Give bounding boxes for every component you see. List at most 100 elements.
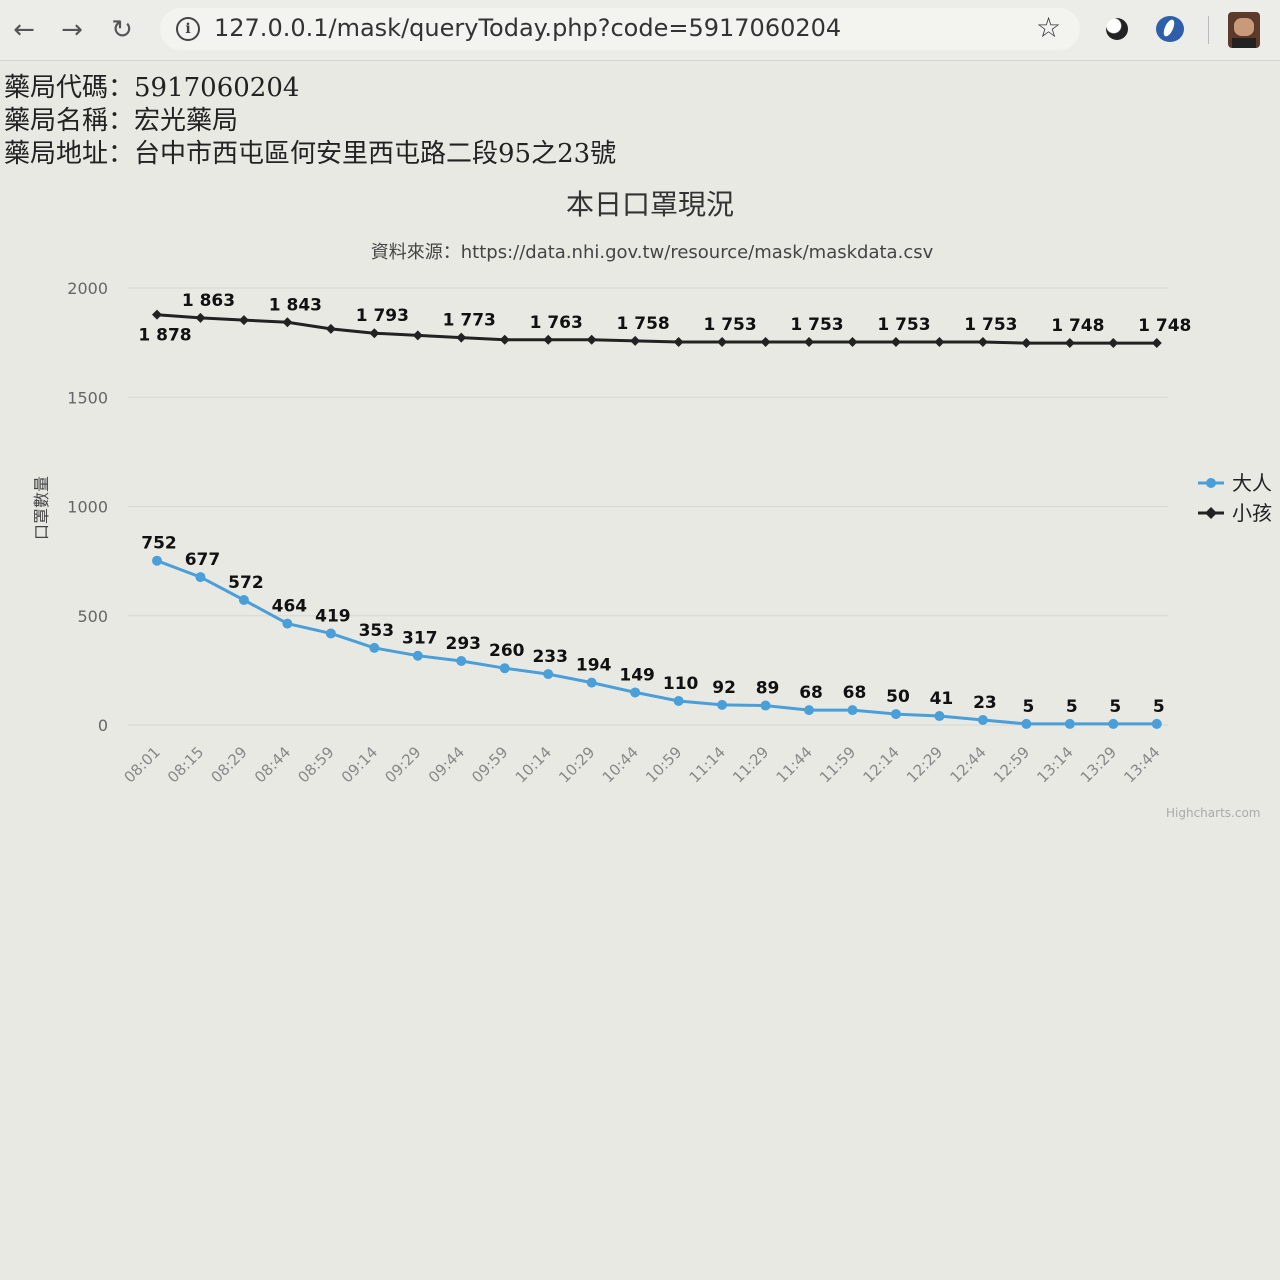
grid-lines xyxy=(128,287,1168,726)
legend-item-adult[interactable]: 大人 xyxy=(1198,471,1272,495)
data-point xyxy=(325,628,336,639)
data-label: 110 xyxy=(663,674,699,694)
data-point xyxy=(977,714,988,725)
x-tick-label: 11:29 xyxy=(729,743,772,786)
data-point xyxy=(760,700,771,711)
data-point xyxy=(890,709,901,720)
data-point xyxy=(282,618,293,629)
legend-marker-adult xyxy=(1206,478,1216,488)
x-tick-label: 10:59 xyxy=(642,743,685,786)
data-point xyxy=(934,711,945,722)
data-point xyxy=(369,328,380,339)
data-point xyxy=(238,595,249,606)
data-label: 1 748 xyxy=(1051,316,1104,336)
extension-icon[interactable] xyxy=(1106,18,1128,40)
data-point xyxy=(717,699,728,710)
data-point xyxy=(152,555,162,566)
data-label: 23 xyxy=(973,693,997,713)
x-tick-label: 08:44 xyxy=(251,743,294,786)
x-tick-label: 08:59 xyxy=(294,743,337,786)
y-tick-label: 1500 xyxy=(67,388,108,407)
data-point xyxy=(1151,718,1162,729)
data-point xyxy=(673,695,684,706)
data-point xyxy=(1021,338,1032,349)
x-tick-label: 10:29 xyxy=(555,743,598,786)
back-arrow-icon[interactable]: ← xyxy=(13,15,35,45)
data-label: 89 xyxy=(756,679,780,699)
site-info-icon[interactable]: i xyxy=(176,17,200,41)
data-point xyxy=(1064,718,1075,729)
data-label: 677 xyxy=(185,550,221,570)
profile-avatar[interactable] xyxy=(1228,12,1260,48)
data-label: 5 xyxy=(1153,697,1165,717)
x-tick-label: 09:59 xyxy=(468,743,511,786)
pharmacy-info: 藥局代碼：5917060204 藥局名稱：宏光藥局 藥局地址：台中市西屯區何安里… xyxy=(4,72,616,171)
data-point xyxy=(412,330,423,341)
x-tick-label: 12:29 xyxy=(903,743,946,786)
data-label: 5 xyxy=(1109,697,1121,717)
chart-subtitle: 資料來源：https://data.nhi.gov.tw/resource/ma… xyxy=(371,242,934,263)
data-label: 5 xyxy=(1022,697,1034,717)
y-axis-title: 口罩數量 xyxy=(32,476,51,540)
data-label: 1 863 xyxy=(182,291,235,311)
x-tick-label: 12:14 xyxy=(859,743,902,786)
reload-icon[interactable]: ↻ xyxy=(111,15,133,45)
data-point xyxy=(325,323,336,334)
data-point xyxy=(847,336,858,347)
legend-label-child[interactable]: 小孩 xyxy=(1232,501,1272,525)
data-label: 353 xyxy=(359,621,395,641)
legend-item-child[interactable]: 小孩 xyxy=(1198,501,1272,525)
legend-marker-child xyxy=(1205,507,1217,519)
x-tick-label: 09:29 xyxy=(381,743,424,786)
data-label: 1 748 xyxy=(1138,316,1191,336)
forward-arrow-icon[interactable]: → xyxy=(61,15,83,45)
data-label: 293 xyxy=(446,634,482,654)
data-point xyxy=(195,572,206,583)
data-label: 464 xyxy=(272,597,308,617)
pharmacy-address: 藥局地址：台中市西屯區何安里西屯路二段95之23號 xyxy=(4,139,617,169)
extension-icon-blue[interactable] xyxy=(1156,16,1184,42)
data-label: 41 xyxy=(930,689,954,709)
data-label: 1 763 xyxy=(530,313,583,333)
data-point xyxy=(1108,718,1119,729)
data-point xyxy=(238,315,249,326)
data-label: 419 xyxy=(315,606,351,626)
data-label: 260 xyxy=(489,641,525,661)
data-point xyxy=(456,655,467,666)
toolbar-divider xyxy=(1208,16,1209,44)
legend-label-adult[interactable]: 大人 xyxy=(1232,471,1272,495)
y-tick-label: 0 xyxy=(98,716,108,735)
data-point xyxy=(717,336,728,347)
data-label: 233 xyxy=(532,647,568,667)
chart-svg: 本日口罩現況 資料來源：https://data.nhi.gov.tw/reso… xyxy=(32,188,1272,786)
series-line-0 xyxy=(156,559,1157,726)
data-point xyxy=(412,650,423,661)
data-label: 572 xyxy=(228,573,264,593)
data-point xyxy=(1108,338,1119,349)
data-point xyxy=(934,336,945,347)
x-tick-label: 13:29 xyxy=(1077,743,1120,786)
x-axis-ticks: 08:01 08:15 08:29 08:44 08:59 09:14 09:29 09:44… xyxy=(121,743,1164,786)
series-layer xyxy=(152,309,1162,729)
x-tick-label: 12:44 xyxy=(946,743,989,786)
address-bar[interactable]: i 127.0.0.1/mask/queryToday.php?code=591… xyxy=(160,8,1080,50)
data-point xyxy=(499,334,510,345)
data-labels: 752 677 572 464 419 353 317 293 260 233 194 149 110 9… xyxy=(138,291,1191,717)
data-label: 1 753 xyxy=(877,315,930,335)
data-point xyxy=(543,669,554,680)
data-point xyxy=(804,705,815,716)
data-label: 1 753 xyxy=(703,315,756,335)
data-point xyxy=(499,663,510,674)
data-point xyxy=(977,336,988,347)
url-text[interactable]: 127.0.0.1/mask/queryToday.php?code=59170… xyxy=(214,14,842,42)
x-tick-label: 13:14 xyxy=(1033,743,1076,786)
data-label: 1 793 xyxy=(356,306,409,326)
data-point xyxy=(195,312,206,323)
data-point xyxy=(1151,338,1162,349)
data-label: 317 xyxy=(402,629,438,649)
data-label: 68 xyxy=(843,683,867,703)
highcharts-credits[interactable]: Highcharts.com xyxy=(1166,806,1261,820)
bookmark-star-icon[interactable]: ☆ xyxy=(1036,11,1062,44)
pharmacy-code: 藥局代碼：5917060204 xyxy=(4,73,300,103)
data-point xyxy=(282,317,293,328)
